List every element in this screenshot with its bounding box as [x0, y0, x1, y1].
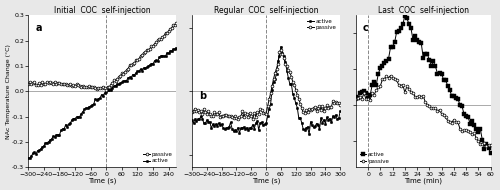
active [200, 118, 205, 120]
passive [369, 92, 375, 94]
active [91, 103, 97, 105]
Line: active: active [191, 45, 342, 136]
active [294, 106, 300, 109]
passive [200, 113, 205, 116]
active [457, 104, 463, 106]
Line: passive: passive [190, 48, 342, 120]
X-axis label: Time (s): Time (s) [252, 178, 280, 184]
passive [189, 111, 195, 113]
active [226, 126, 232, 128]
passive [478, 142, 484, 145]
Title: Last  COC  self-injection: Last COC self-injection [378, 6, 468, 15]
Title: Initial  COC  self-injection: Initial COC self-injection [54, 6, 150, 15]
passive [100, 86, 106, 88]
passive [281, 57, 287, 59]
passive [410, 92, 416, 94]
active [488, 152, 494, 154]
active [369, 84, 375, 86]
Title: Regular  COC  self-injection: Regular COC self-injection [214, 6, 318, 15]
active [257, 122, 263, 124]
active [174, 46, 180, 49]
passive [457, 127, 463, 130]
Text: c: c [362, 23, 368, 33]
Text: a: a [36, 23, 42, 33]
passive [353, 98, 359, 101]
active [106, 89, 112, 91]
active [280, 52, 285, 55]
passive [25, 83, 31, 85]
X-axis label: Time (s): Time (s) [88, 178, 117, 184]
active [162, 55, 168, 57]
Text: b: b [200, 91, 206, 101]
active [416, 41, 422, 43]
passive [303, 109, 309, 112]
Legend: passive, active: passive, active [142, 151, 174, 165]
passive [363, 98, 369, 101]
passive [46, 82, 52, 84]
active [306, 133, 312, 135]
active [102, 92, 107, 94]
active [480, 139, 486, 142]
passive [106, 86, 112, 88]
active [353, 96, 359, 98]
passive [337, 104, 343, 106]
passive [162, 32, 168, 34]
passive [488, 144, 494, 146]
passive [416, 94, 422, 97]
Line: active: active [354, 14, 492, 154]
active [69, 119, 75, 121]
passive [174, 22, 180, 24]
active [337, 110, 343, 112]
Line: passive: passive [27, 21, 178, 91]
passive [250, 118, 256, 120]
active [189, 119, 195, 121]
passive [388, 74, 394, 77]
active [402, 15, 408, 17]
active [374, 84, 380, 86]
passive [484, 145, 490, 148]
Legend: active, passive: active, passive [358, 151, 390, 165]
active [278, 46, 284, 48]
passive [89, 86, 95, 89]
passive [226, 115, 232, 117]
active [302, 128, 308, 131]
Legend: active, passive: active, passive [306, 18, 338, 31]
passive [296, 97, 302, 100]
Line: passive: passive [354, 74, 492, 148]
passive [258, 109, 264, 112]
active [47, 139, 53, 141]
active [27, 157, 33, 159]
Y-axis label: NAc Temperature Change (°C): NAc Temperature Change (°C) [6, 44, 10, 139]
passive [103, 88, 109, 91]
passive [278, 48, 284, 51]
X-axis label: Time (min): Time (min) [404, 178, 442, 184]
active [410, 39, 416, 41]
Line: active: active [27, 46, 178, 159]
active [25, 157, 31, 159]
passive [68, 83, 73, 85]
